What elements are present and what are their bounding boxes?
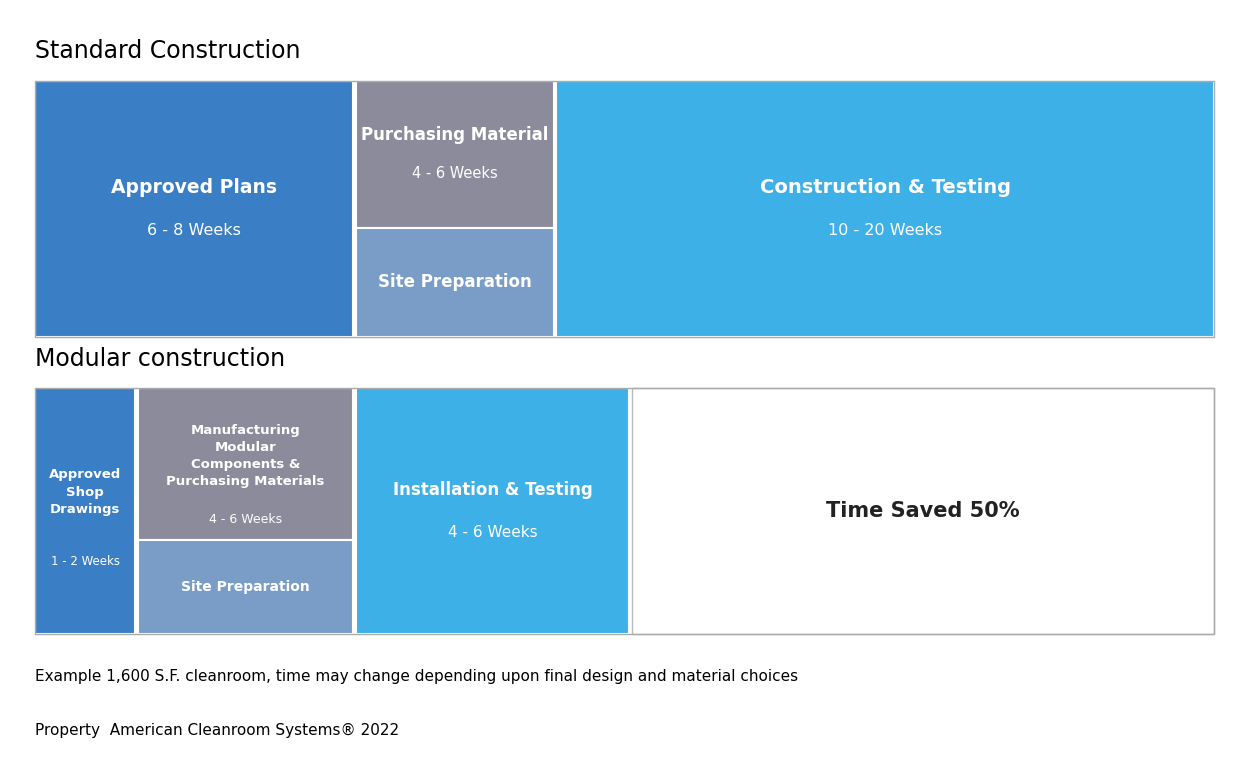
Bar xyxy=(356,228,553,337)
Text: Purchasing Material: Purchasing Material xyxy=(361,126,548,144)
Bar xyxy=(137,388,353,540)
Text: 1 - 2 Weeks: 1 - 2 Weeks xyxy=(50,555,120,568)
Text: 4 - 6 Weeks: 4 - 6 Weeks xyxy=(209,513,282,526)
Text: 6 - 8 Weeks: 6 - 8 Weeks xyxy=(147,223,241,238)
Bar xyxy=(35,81,1214,337)
Text: Standard Construction: Standard Construction xyxy=(35,39,301,63)
Text: Time Saved 50%: Time Saved 50% xyxy=(826,501,1020,521)
Text: Approved
Shop
Drawings: Approved Shop Drawings xyxy=(49,468,121,516)
Bar xyxy=(35,388,135,634)
Bar xyxy=(632,388,1214,634)
Text: 4 - 6 Weeks: 4 - 6 Weeks xyxy=(412,166,498,181)
Text: Site Preparation: Site Preparation xyxy=(181,580,310,594)
Bar xyxy=(356,81,553,228)
Bar xyxy=(356,388,629,634)
Text: Example 1,600 S.F. cleanroom, time may change depending upon final design and ma: Example 1,600 S.F. cleanroom, time may c… xyxy=(35,669,798,684)
Bar xyxy=(137,540,353,634)
Bar xyxy=(35,388,1214,634)
Text: Site Preparation: Site Preparation xyxy=(378,274,532,291)
Text: Installation & Testing: Installation & Testing xyxy=(393,481,592,499)
Text: Manufacturing
Modular
Components &
Purchasing Materials: Manufacturing Modular Components & Purch… xyxy=(166,424,325,488)
Bar xyxy=(35,81,353,337)
Text: Approved Plans: Approved Plans xyxy=(111,178,277,197)
Text: Property  American Cleanroom Systems® 2022: Property American Cleanroom Systems® 202… xyxy=(35,723,400,738)
Text: 4 - 6 Weeks: 4 - 6 Weeks xyxy=(448,525,537,541)
Text: Construction & Testing: Construction & Testing xyxy=(759,178,1010,197)
Bar xyxy=(556,81,1214,337)
Text: 10 - 20 Weeks: 10 - 20 Weeks xyxy=(828,223,942,238)
Text: Modular construction: Modular construction xyxy=(35,347,285,371)
